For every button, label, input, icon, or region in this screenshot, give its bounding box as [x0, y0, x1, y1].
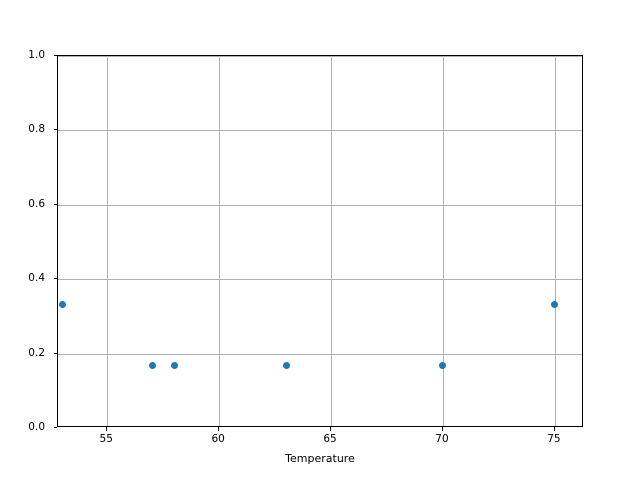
y-tick-label-0.6: 0.6 — [28, 197, 45, 210]
y-tick-label-0.8: 0.8 — [28, 123, 45, 136]
y-tick-mark-1.0 — [53, 55, 57, 56]
x-tick-mark-60 — [218, 427, 220, 431]
gridline-horizontal-0.8 — [58, 130, 582, 132]
data-point — [58, 300, 66, 308]
x-tick-mark-65 — [330, 427, 332, 431]
data-point — [282, 362, 290, 370]
x-tick-mark-70 — [441, 427, 443, 431]
x-axis-label: Temperature — [285, 452, 355, 465]
y-tick-label-1.0: 1.0 — [28, 49, 45, 61]
data-point — [170, 362, 178, 370]
gridline-vertical-75 — [554, 56, 556, 426]
gridline-vertical-55 — [107, 56, 109, 426]
y-tick-label-0.2: 0.2 — [28, 346, 45, 359]
gridline-horizontal-0.6 — [58, 204, 582, 206]
x-tick-label-60: 60 — [211, 433, 225, 445]
gridline-horizontal-1.0 — [58, 56, 582, 57]
y-tick-mark-0.2 — [53, 352, 57, 354]
y-tick-label-0.4: 0.4 — [28, 272, 45, 285]
x-tick-label-55: 55 — [99, 433, 113, 445]
gridlines — [58, 56, 582, 426]
y-tick-mark-0.8 — [53, 129, 57, 131]
gridline-horizontal-0.4 — [58, 279, 582, 281]
gridline-vertical-65 — [331, 56, 333, 426]
x-tick-mark-55 — [106, 427, 108, 431]
x-tick-label-70: 70 — [435, 433, 449, 445]
y-tick-label-0.0: 0.0 — [28, 421, 45, 433]
gridline-vertical-70 — [442, 56, 444, 426]
plot-area — [57, 55, 583, 427]
x-tick-label-75: 75 — [547, 433, 561, 445]
y-tick-mark-0.4 — [53, 278, 57, 280]
gridline-vertical-60 — [219, 56, 221, 426]
x-tick-mark-75 — [553, 427, 555, 431]
y-tick-mark-0.0 — [53, 427, 57, 428]
y-tick-mark-0.6 — [53, 203, 57, 205]
x-tick-label-65: 65 — [323, 433, 337, 445]
data-point — [148, 362, 156, 370]
scatter-series — [58, 56, 582, 426]
data-point — [439, 362, 447, 370]
gridline-horizontal-0.2 — [58, 353, 582, 355]
data-point — [551, 300, 559, 308]
